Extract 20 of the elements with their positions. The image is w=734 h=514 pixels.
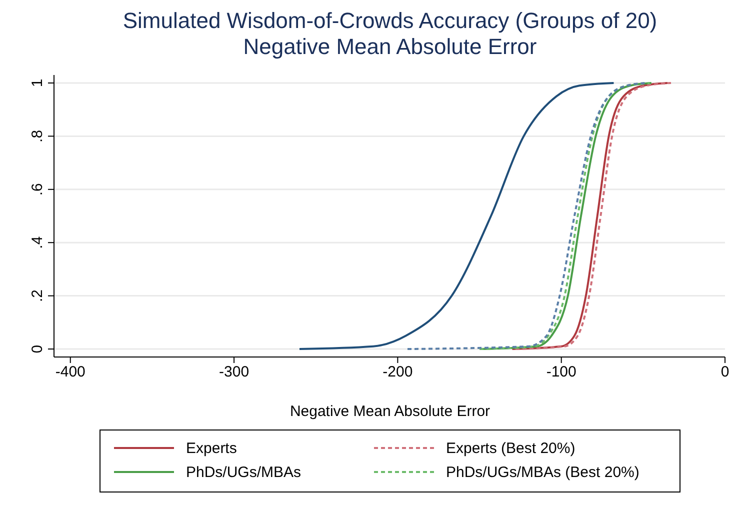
legend-label: PhDs/UGs/MBAs <box>186 464 302 481</box>
x-tick-label: -300 <box>219 364 250 381</box>
y-tick-label: .8 <box>29 130 46 142</box>
line-series <box>298 82 615 350</box>
y-tick-label: 0 <box>29 344 46 354</box>
y-tick-label: 1 <box>29 78 46 88</box>
y-tick-label: .2 <box>29 290 46 302</box>
y-tick-label: .4 <box>29 236 46 249</box>
y-tick-label: .6 <box>29 183 46 196</box>
legend-label: Experts <box>186 440 237 457</box>
x-tick-label: 0 <box>720 364 730 381</box>
legend-label: PhDs/UGs/MBAs (Best 20%) <box>446 464 640 481</box>
x-tick-label: -400 <box>55 364 86 381</box>
chart-title: Simulated Wisdom-of-Crowds Accuracy (Groups of 20) <box>122 8 658 33</box>
x-tick-label: -100 <box>546 364 576 381</box>
chart-subtitle: Negative Mean Absolute Error <box>243 34 537 59</box>
line-series <box>406 82 648 350</box>
legend-label: Experts (Best 20%) <box>446 440 576 457</box>
x-axis-title: Negative Mean Absolute Error <box>290 403 490 420</box>
x-tick-label: -200 <box>382 364 413 381</box>
